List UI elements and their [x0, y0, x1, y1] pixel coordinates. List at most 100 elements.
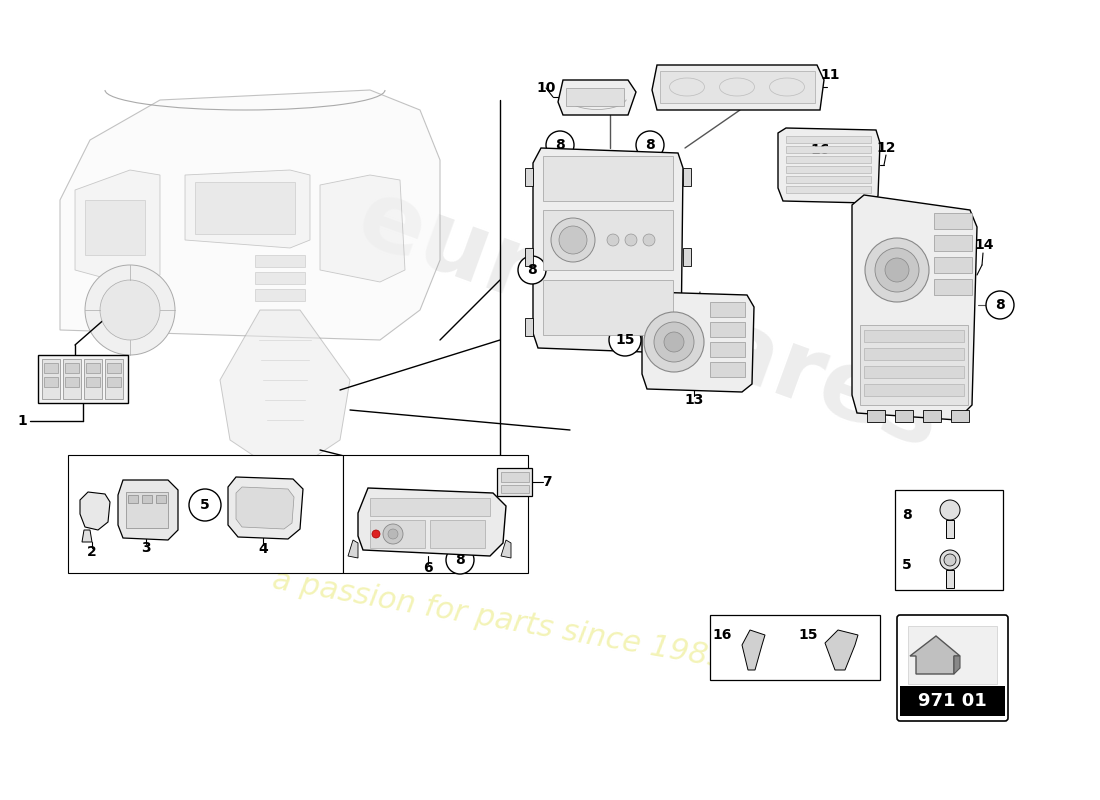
- Polygon shape: [220, 310, 350, 460]
- Circle shape: [546, 131, 574, 159]
- FancyBboxPatch shape: [896, 615, 1008, 721]
- Bar: [683, 168, 691, 186]
- Polygon shape: [642, 292, 754, 392]
- Text: 8: 8: [556, 138, 565, 152]
- Circle shape: [625, 234, 637, 246]
- Bar: [86, 363, 100, 373]
- Text: 4: 4: [258, 542, 268, 556]
- Bar: [895, 410, 913, 422]
- Bar: [946, 570, 954, 588]
- Bar: [500, 485, 529, 493]
- Text: 3: 3: [141, 541, 151, 555]
- Bar: [566, 88, 624, 106]
- Text: 8: 8: [645, 138, 654, 152]
- Bar: [370, 520, 425, 548]
- Bar: [343, 455, 528, 573]
- Circle shape: [940, 500, 960, 520]
- Bar: [864, 366, 964, 378]
- Bar: [864, 384, 964, 396]
- Polygon shape: [778, 128, 880, 203]
- Circle shape: [446, 546, 474, 574]
- Polygon shape: [558, 80, 636, 115]
- Circle shape: [388, 529, 398, 539]
- Bar: [255, 289, 305, 301]
- Circle shape: [940, 550, 960, 570]
- Bar: [952, 410, 969, 422]
- Bar: [786, 146, 871, 153]
- Text: 8: 8: [902, 508, 912, 522]
- Polygon shape: [75, 170, 160, 285]
- Bar: [68, 455, 343, 573]
- Bar: [934, 235, 972, 251]
- Text: 12: 12: [877, 141, 895, 155]
- Polygon shape: [825, 630, 858, 670]
- Bar: [786, 186, 871, 193]
- Bar: [900, 686, 1005, 716]
- Bar: [195, 182, 295, 234]
- Bar: [660, 71, 815, 103]
- Text: 5: 5: [200, 498, 210, 512]
- Circle shape: [874, 248, 918, 292]
- Polygon shape: [500, 540, 512, 558]
- Text: 10: 10: [537, 81, 556, 95]
- Circle shape: [100, 280, 160, 340]
- Polygon shape: [82, 530, 92, 542]
- Text: 15: 15: [799, 628, 817, 642]
- Text: 11: 11: [821, 68, 839, 82]
- Circle shape: [189, 489, 221, 521]
- Text: 16: 16: [811, 143, 829, 157]
- Bar: [65, 363, 79, 373]
- Bar: [710, 362, 745, 377]
- Text: a passion for parts since 1985: a passion for parts since 1985: [271, 566, 729, 674]
- Bar: [84, 359, 102, 399]
- Bar: [710, 342, 745, 357]
- Bar: [107, 363, 121, 373]
- Text: 15: 15: [615, 333, 635, 347]
- Text: 2: 2: [87, 545, 97, 559]
- Bar: [525, 168, 533, 186]
- Bar: [156, 495, 166, 503]
- Circle shape: [518, 256, 546, 284]
- Bar: [39, 355, 128, 403]
- Circle shape: [383, 524, 403, 544]
- Bar: [710, 322, 745, 337]
- Text: 7: 7: [542, 475, 552, 489]
- Text: 9: 9: [683, 339, 693, 353]
- Bar: [107, 377, 121, 387]
- Bar: [864, 348, 964, 360]
- Bar: [934, 213, 972, 229]
- Bar: [430, 520, 485, 548]
- Polygon shape: [228, 477, 302, 539]
- Polygon shape: [236, 487, 294, 529]
- Polygon shape: [742, 630, 764, 670]
- Bar: [65, 377, 79, 387]
- Text: 8: 8: [996, 298, 1005, 312]
- Circle shape: [654, 322, 694, 362]
- Circle shape: [636, 131, 664, 159]
- Circle shape: [886, 258, 909, 282]
- Circle shape: [85, 265, 175, 355]
- Text: 6: 6: [424, 561, 432, 575]
- Text: 14: 14: [975, 238, 993, 252]
- Bar: [543, 156, 673, 201]
- Bar: [923, 410, 940, 422]
- Polygon shape: [534, 148, 683, 353]
- Bar: [786, 136, 871, 143]
- Bar: [497, 468, 532, 496]
- Bar: [864, 330, 964, 342]
- Polygon shape: [80, 492, 110, 530]
- Bar: [255, 255, 305, 267]
- Circle shape: [644, 312, 704, 372]
- Bar: [44, 377, 58, 387]
- Bar: [255, 272, 305, 284]
- Circle shape: [372, 530, 379, 538]
- Bar: [128, 495, 138, 503]
- Polygon shape: [185, 170, 310, 248]
- Circle shape: [664, 332, 684, 352]
- Bar: [370, 498, 490, 516]
- Polygon shape: [954, 656, 960, 674]
- Bar: [85, 200, 145, 255]
- Bar: [934, 279, 972, 295]
- Circle shape: [644, 234, 654, 246]
- Bar: [895, 490, 1003, 590]
